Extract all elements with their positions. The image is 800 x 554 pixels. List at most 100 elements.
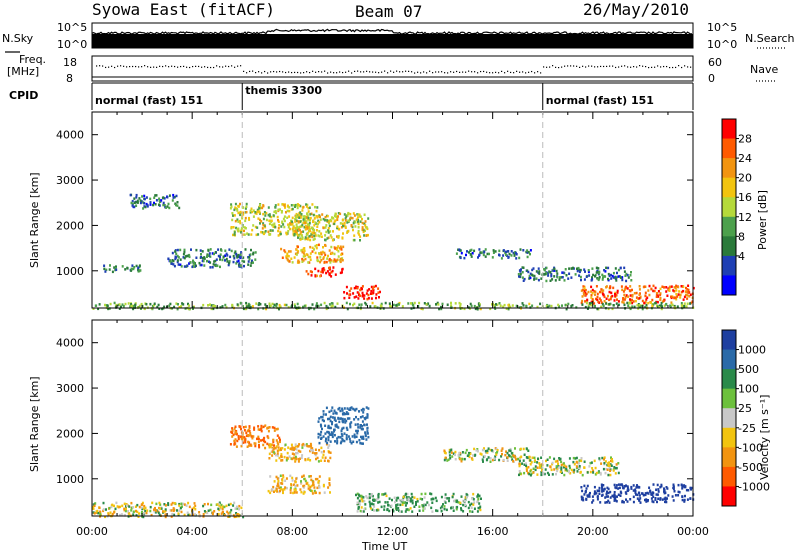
scatter-cell bbox=[333, 252, 336, 256]
scatter-cell bbox=[332, 230, 334, 233]
scatter-cell bbox=[360, 303, 363, 306]
scatter-cell bbox=[551, 461, 554, 465]
scatter-cell bbox=[677, 293, 680, 296]
scatter-cell bbox=[551, 473, 554, 476]
scatter-cell bbox=[154, 203, 157, 206]
scatter-cell bbox=[259, 303, 262, 306]
scatter-cell bbox=[319, 215, 321, 219]
scatter-cell bbox=[600, 301, 603, 304]
scatter-cell bbox=[466, 454, 469, 457]
scatter-cell bbox=[124, 509, 127, 513]
scatter-cell bbox=[279, 232, 282, 236]
scatter-cell bbox=[173, 264, 176, 268]
scatter-cell bbox=[377, 287, 380, 290]
scatter-cell bbox=[344, 219, 347, 222]
scatter-cell bbox=[530, 461, 533, 464]
scatter-cell bbox=[206, 259, 208, 263]
scatter-cell bbox=[407, 496, 410, 499]
scatter-cell bbox=[469, 503, 472, 507]
scatter-cell bbox=[583, 466, 586, 469]
scatter-cell bbox=[373, 505, 376, 508]
scatter-cell bbox=[555, 472, 557, 476]
scatter-cell bbox=[158, 197, 161, 200]
scatter-cell bbox=[683, 295, 686, 299]
scatter-cell bbox=[262, 438, 264, 442]
scatter-cell bbox=[193, 506, 195, 509]
scatter-cell bbox=[622, 486, 625, 490]
scatter-cell bbox=[164, 508, 167, 511]
scatter-cell bbox=[638, 491, 641, 495]
scatter-cell bbox=[591, 278, 594, 281]
scatter-cell bbox=[236, 255, 239, 258]
scatter-cell bbox=[561, 276, 564, 279]
scatter-cell bbox=[525, 469, 528, 473]
scatter-cell bbox=[261, 227, 264, 230]
nave-tick-bottom: 0 bbox=[708, 72, 715, 85]
scatter-cell bbox=[598, 489, 601, 492]
scatter-cell bbox=[612, 469, 615, 472]
scatter-cell bbox=[622, 301, 625, 304]
scatter-cell bbox=[183, 256, 186, 260]
scatter-cell bbox=[304, 224, 307, 228]
scatter-cell bbox=[226, 260, 229, 263]
scatter-cell bbox=[164, 513, 167, 516]
scatter-cell bbox=[407, 499, 410, 502]
scatter-cell bbox=[472, 503, 475, 506]
scatter-cell bbox=[162, 203, 165, 207]
scatter-cell bbox=[388, 302, 391, 305]
scatter-cell bbox=[546, 306, 549, 309]
scatter-cell bbox=[109, 302, 112, 306]
scatter-cell bbox=[305, 220, 308, 223]
scatter-cell bbox=[605, 266, 608, 270]
scatter-cell bbox=[325, 307, 328, 311]
scatter-cell bbox=[170, 503, 173, 506]
scatter-cell bbox=[277, 234, 280, 237]
scatter-cell bbox=[290, 447, 292, 450]
scatter-cell bbox=[281, 479, 284, 482]
scatter-cell bbox=[562, 466, 565, 469]
scatter-cell bbox=[519, 472, 522, 475]
scatter-cell bbox=[347, 412, 350, 416]
scatter-cell bbox=[579, 268, 582, 272]
scatter-cell bbox=[541, 467, 544, 470]
scatter-cell bbox=[301, 250, 304, 254]
scatter-cell bbox=[315, 246, 318, 250]
scatter-cell bbox=[578, 268, 581, 272]
scatter-cell bbox=[291, 227, 294, 231]
scatter-cell bbox=[307, 484, 310, 487]
scatter-cell bbox=[239, 256, 242, 259]
scatter-cell bbox=[370, 285, 373, 289]
scatter-cell bbox=[673, 490, 676, 493]
scatter-cell bbox=[361, 499, 364, 503]
scatter-cell bbox=[607, 294, 609, 298]
scatter-cell bbox=[323, 450, 325, 453]
scatter-cell bbox=[505, 250, 507, 254]
scatter-cell bbox=[285, 486, 288, 490]
scatter-cell bbox=[556, 469, 559, 473]
scatter-cell bbox=[268, 222, 271, 226]
scatter-cell bbox=[633, 292, 636, 295]
scatter-cell bbox=[489, 460, 492, 463]
scatter-cell bbox=[187, 501, 190, 505]
scatter-cell bbox=[268, 305, 271, 308]
scatter-cell bbox=[252, 209, 255, 212]
scatter-cell bbox=[291, 261, 294, 264]
scatter-cell bbox=[336, 216, 339, 219]
scatter-cell bbox=[486, 252, 489, 256]
scatter-cell bbox=[269, 219, 272, 222]
scatter-cell bbox=[135, 200, 138, 204]
scatter-cell bbox=[533, 456, 536, 460]
scatter-cell bbox=[141, 510, 143, 514]
scatter-cell bbox=[471, 458, 474, 461]
colorbar-swatch bbox=[722, 427, 736, 448]
scatter-cell bbox=[347, 212, 350, 215]
scatter-cell bbox=[111, 270, 114, 274]
scatter-cell bbox=[594, 304, 596, 308]
scatter-cell bbox=[248, 429, 251, 433]
scatter-cell bbox=[595, 297, 597, 301]
scatter-cell bbox=[536, 466, 539, 469]
colorbar-tick-label: -500 bbox=[738, 461, 763, 474]
scatter-cell bbox=[361, 415, 364, 418]
scatter-cell bbox=[151, 501, 154, 505]
